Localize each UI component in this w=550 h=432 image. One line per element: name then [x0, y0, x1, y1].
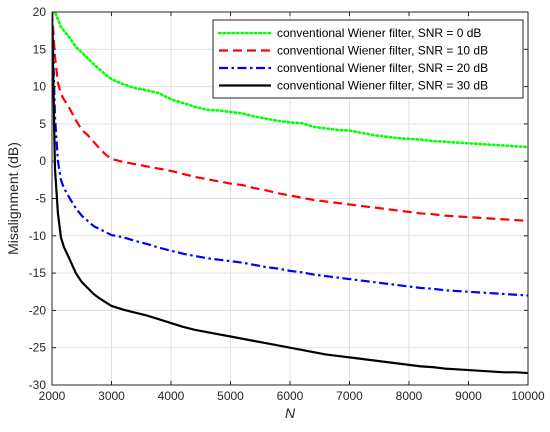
x-tick-label: 2000 — [39, 389, 66, 403]
y-tick-label: 20 — [33, 5, 47, 19]
x-tick-label: 9000 — [455, 389, 482, 403]
legend-label-1: conventional Wiener filter, SNR = 0 dB — [277, 26, 481, 40]
y-tick-label: 0 — [39, 154, 46, 168]
x-tick-label: 8000 — [396, 389, 423, 403]
series-group — [52, 12, 528, 375]
x-tick-label: 10000 — [511, 389, 545, 403]
x-tick-label: 7000 — [336, 389, 363, 403]
x-tick-label: 3000 — [98, 389, 125, 403]
series-line-3 — [52, 12, 528, 297]
y-tick-label: 15 — [33, 42, 47, 56]
x-tick-label: 5000 — [217, 389, 244, 403]
series-line-1 — [52, 12, 528, 149]
series-line-2 — [52, 12, 528, 222]
ticks: 2000 3000 4000 5000 6000 7000 8000 9000 10000 -30… — [29, 5, 545, 403]
y-tick-label: 10 — [33, 80, 47, 94]
x-tick-label: 4000 — [158, 389, 185, 403]
legend: conventional Wiener filter, SNR = 0 dB co… — [212, 19, 524, 99]
y-tick-label: -5 — [35, 192, 46, 206]
y-tick-label: -20 — [29, 303, 47, 317]
y-tick-label: -10 — [29, 229, 47, 243]
y-tick-label: 5 — [39, 117, 46, 131]
y-tick-label: -15 — [29, 266, 47, 280]
legend-label-2: conventional Wiener filter, SNR = 10 dB — [277, 44, 488, 58]
y-tick-label: -25 — [29, 341, 47, 355]
y-axis-label: Misalignment (dB) — [5, 142, 21, 255]
plot-area — [52, 12, 528, 375]
legend-label-4: conventional Wiener filter, SNR = 30 dB — [277, 79, 488, 93]
series-line-4 — [52, 12, 528, 375]
x-axis-label: N — [285, 405, 296, 421]
y-tick-label: -30 — [29, 378, 47, 392]
legend-label-3: conventional Wiener filter, SNR = 20 dB — [277, 61, 488, 75]
x-tick-label: 6000 — [277, 389, 304, 403]
